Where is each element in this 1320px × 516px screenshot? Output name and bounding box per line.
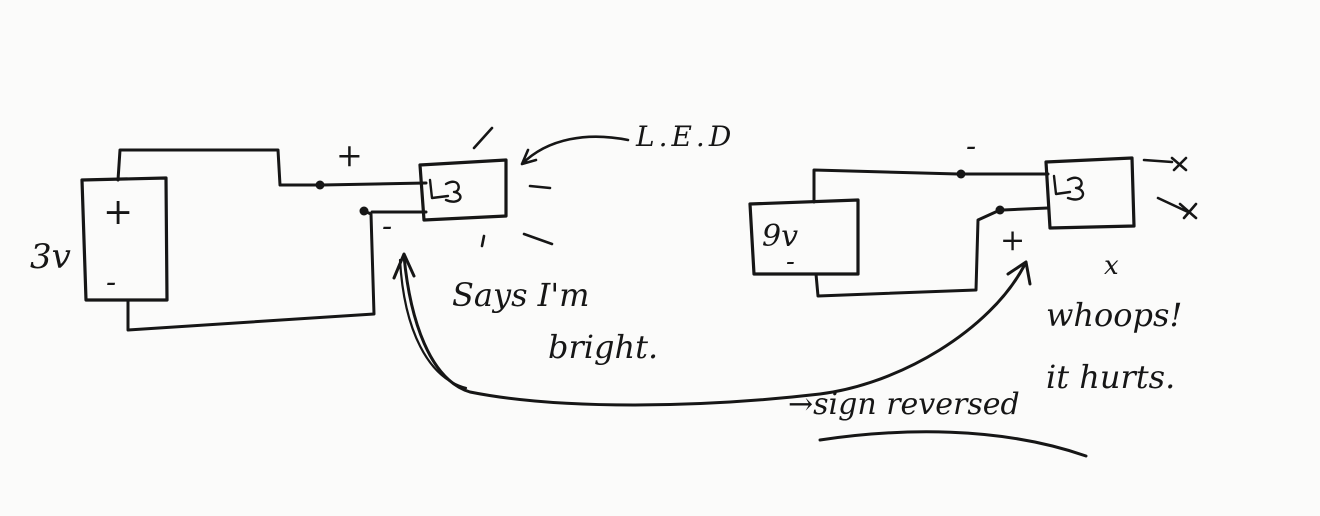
battery-3v [80,176,169,302]
led-right-plus-terminal: + [1000,223,1025,258]
led-left [418,158,508,222]
sign-reversed-underline [818,430,1088,458]
left-circuit [80,126,630,332]
switch-contact-minus [359,206,369,216]
battery-3v-plus-sign: + [103,192,133,233]
caption-right-line2: it hurts. [1046,358,1175,396]
arrow-head-right [1006,260,1032,286]
contact-right-plus [995,205,1005,215]
battery-9v [748,198,860,276]
wire-right-top [812,168,960,204]
battery-9v-voltage-label: 9v [762,219,798,254]
led-right-symbol [1052,174,1085,201]
led-right [1044,156,1136,230]
switch-contact-plus [315,180,325,190]
led-glow-rays [472,126,554,248]
led-label-arrow [520,135,630,166]
right-circuit [748,156,1198,298]
caption-right-line1: whoops! [1046,296,1182,334]
battery-9v-minus-sign: - [786,247,795,277]
led-broken-rays [1142,156,1198,220]
battery-3v-voltage-label: 3v [30,237,71,277]
contact-right-minus [956,169,966,179]
caption-left-line1: Says I'm [452,276,589,314]
battery-3v-minus-sign: - [106,265,116,300]
led-dead-mark: x [1104,251,1119,281]
led-left-symbol [428,178,462,203]
led-left-plus-terminal: + [336,136,363,174]
sign-reversed-arrow [392,252,1032,407]
sign-reversed-note: →sign reversed [788,387,1020,422]
wire-battery-top [116,148,320,187]
led-left-minus-terminal: - [382,209,392,244]
led-right-minus-terminal: - [966,129,976,164]
wire-to-led-plus [320,181,428,187]
arrow-head-left [392,252,416,280]
caption-left-line2: bright. [548,328,658,366]
wire-right-to-led-plus [1001,206,1050,212]
led-label: L.E.D [635,120,735,153]
wire-right-bottom [814,208,1002,298]
